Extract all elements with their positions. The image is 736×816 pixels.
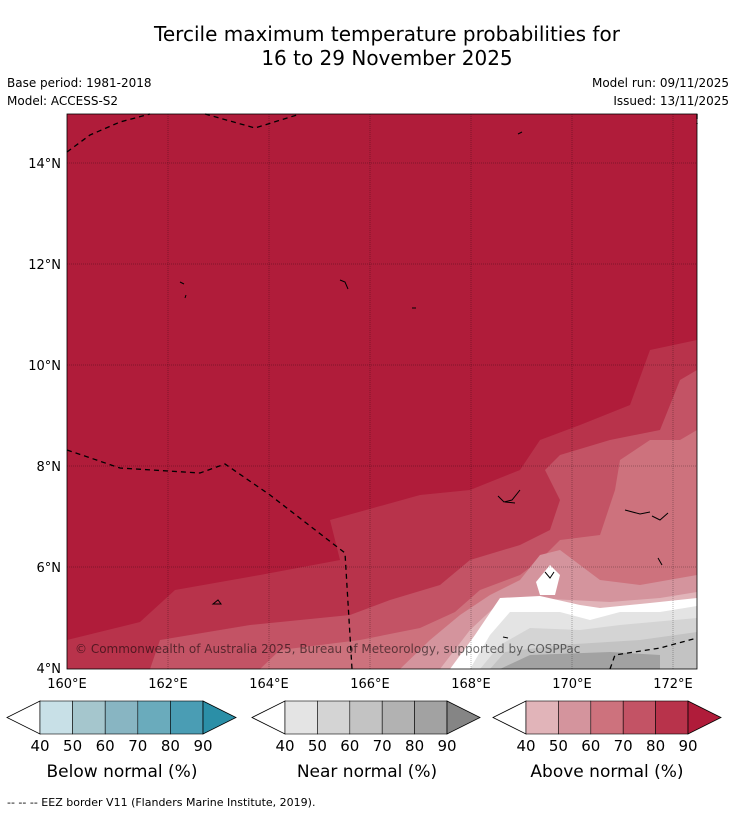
island-2 [339, 279, 349, 290]
latitude-labels: 14°N 12°N 10°N 8°N 6°N 4°N [28, 157, 61, 677]
colorbar-arrow-low [6, 700, 41, 735]
eez-border-n [204, 113, 301, 129]
colorbar-tick-label: 60 [96, 737, 115, 755]
colorbar-segment [284, 700, 318, 735]
island-9 [517, 131, 523, 135]
colorbar-arrow-low [251, 700, 286, 735]
colorbar-tick-label: 80 [405, 737, 424, 755]
graticule [67, 114, 697, 669]
colorbar-tick-label: 70 [373, 737, 392, 755]
colorbar-segment [381, 700, 415, 735]
copyright-text: © Commonwealth of Australia 2025, Bureau… [75, 642, 580, 656]
colorbar-tick-label: 40 [30, 737, 49, 755]
colorbar-tick-label: 40 [516, 737, 535, 755]
colorbar-segment [317, 700, 351, 735]
colorbar-arrow-high [202, 700, 237, 735]
info-left: Base period: 1981-2018 Model: ACCESS-S2 [7, 74, 152, 110]
coastlines [179, 131, 669, 639]
colorbar-segment [104, 700, 139, 735]
near-80-area [500, 652, 660, 669]
colorbar-tick-label: 80 [161, 737, 180, 755]
colorbar-label-below: Below normal (%) [46, 762, 198, 782]
longitude-labels: 160°E 162°E 164°E 166°E 168°E 170°E 172°E [47, 677, 693, 692]
lat-tick-label: 4°N [37, 662, 62, 677]
colorbar-2: 40 50 60 70 80 90 [492, 700, 722, 755]
info-right: Model run: 09/11/2025 Issued: 13/11/2025 [592, 74, 729, 110]
eez-border-sw [66, 449, 353, 670]
lat-tick-label: 10°N [28, 359, 61, 374]
island-7 [544, 571, 555, 579]
model-run: Model run: 09/11/2025 [591, 76, 729, 90]
lon-tick-label: 164°E [249, 677, 289, 692]
probability-field [67, 114, 697, 669]
island-6 [624, 509, 669, 521]
colorbar-segment [349, 700, 383, 735]
footer-legend: -- -- -- EEZ border V11 (Flanders Marine… [7, 796, 316, 809]
lon-tick-label: 160°E [47, 677, 87, 692]
colorbar-tick-label: 60 [581, 737, 600, 755]
colorbar-tick-label: 50 [63, 737, 82, 755]
colorbar-segment [72, 700, 106, 735]
colorbar-tick-label: 70 [128, 737, 147, 755]
island-1 [179, 281, 187, 299]
colorbar-segment [137, 700, 171, 735]
colorbar-1: 40 50 60 70 80 90 [251, 700, 481, 755]
lon-tick-label: 166°E [350, 677, 390, 692]
lat-tick-label: 8°N [37, 460, 62, 475]
lat-tick-label: 6°N [37, 561, 62, 576]
colorbar-tick-label: 70 [614, 737, 633, 755]
island-10 [502, 636, 509, 639]
lon-tick-label: 170°E [552, 677, 592, 692]
colorbar-segment [655, 700, 689, 735]
island-8 [657, 557, 663, 566]
colorbar-tick-label: 50 [308, 737, 327, 755]
map-title: Tercile maximum temperature probabilitie… [0, 22, 736, 70]
colorbar-0: 40 50 60 70 80 90 [6, 700, 237, 755]
colorbar-segment [525, 700, 559, 735]
colorbar-tick-label: 90 [437, 737, 456, 755]
title-line-1: Tercile maximum temperature probabilitie… [154, 22, 620, 46]
colorbar-tick-label: 60 [340, 737, 359, 755]
lon-tick-label: 168°E [451, 677, 491, 692]
eez-border-nw [66, 113, 151, 153]
lat-tick-label: 14°N [28, 157, 61, 172]
eez-border-se [609, 637, 698, 670]
lon-tick-label: 162°E [148, 677, 188, 692]
colorbars: 40 50 60 70 80 90 40 50 60 70 80 90 40 50 60 70 80 90 [6, 700, 722, 755]
title-line-2: 16 to 29 November 2025 [261, 46, 513, 70]
colorbar-tick-label: 40 [275, 737, 294, 755]
colorbar-label-near: Near normal (%) [296, 762, 438, 782]
colorbar-tick-label: 90 [193, 737, 212, 755]
map-frame [66, 113, 698, 670]
colorbar-tick-label: 90 [678, 737, 697, 755]
model-name: Model: ACCESS-S2 [7, 94, 119, 108]
colorbar-segment [590, 700, 624, 735]
base-period: Base period: 1981-2018 [7, 76, 152, 90]
colorbar-tick-label: 80 [646, 737, 665, 755]
colorbar-tick-label: 50 [549, 737, 568, 755]
colorbar-arrow-high [687, 700, 722, 735]
lat-tick-label: 12°N [28, 258, 61, 273]
island-3 [211, 599, 222, 605]
issued-date: Issued: 13/11/2025 [613, 94, 729, 108]
lon-tick-label: 172°E [653, 677, 693, 692]
colorbar-segment [39, 700, 73, 735]
colorbar-segment [170, 700, 204, 735]
colorbar-segment [414, 700, 448, 735]
colorbar-segment [622, 700, 656, 735]
colorbar-label-above: Above normal (%) [530, 762, 684, 782]
colorbar-arrow-low [492, 700, 527, 735]
colorbar-arrow-high [446, 700, 481, 735]
colorbar-segment [558, 700, 592, 735]
island-5 [497, 489, 521, 504]
